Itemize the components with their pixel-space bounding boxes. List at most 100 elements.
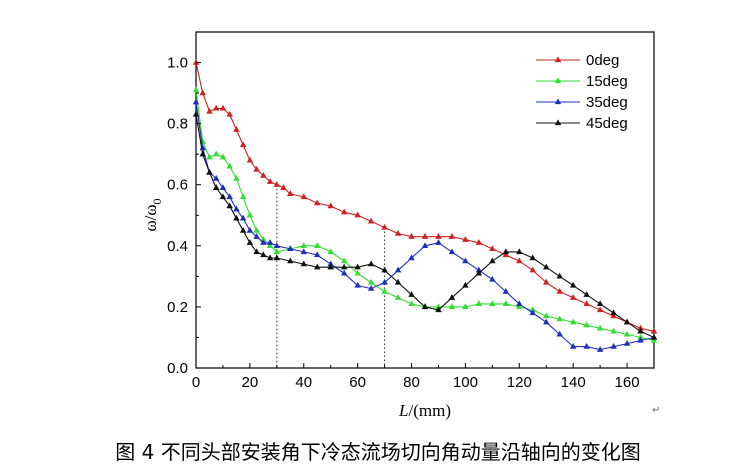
data-point-0deg <box>475 239 483 245</box>
data-point-0deg <box>212 104 220 111</box>
y-tick-label: 0.0 <box>167 360 188 377</box>
data-point-45deg <box>354 263 361 270</box>
data-point-45deg <box>421 303 429 310</box>
legend-label-45deg: 45deg <box>586 115 628 132</box>
data-point-15deg <box>192 86 200 93</box>
data-point-35deg <box>313 251 321 258</box>
x-tick-label: 60 <box>349 374 366 391</box>
data-point-45deg <box>596 300 604 307</box>
data-point-15deg <box>226 162 233 169</box>
data-point-35deg <box>421 242 429 248</box>
data-point-35deg <box>273 242 281 248</box>
legend-marker-0deg <box>554 56 562 63</box>
data-point-0deg <box>421 233 429 239</box>
data-point-15deg <box>569 318 577 325</box>
x-tick-label: 120 <box>507 374 532 391</box>
data-point-15deg <box>462 303 469 310</box>
data-point-45deg <box>475 269 483 276</box>
data-point-0deg <box>300 193 308 200</box>
data-point-35deg <box>233 205 240 212</box>
data-point-45deg <box>367 260 375 267</box>
data-point-35deg <box>367 284 375 291</box>
x-tick-label: 40 <box>295 374 312 391</box>
data-point-0deg <box>226 110 233 117</box>
data-point-45deg <box>435 306 442 313</box>
data-point-0deg <box>219 104 227 111</box>
data-point-0deg <box>233 126 240 132</box>
data-point-15deg <box>542 312 550 319</box>
plot-border <box>195 31 655 369</box>
data-point-0deg <box>408 233 415 239</box>
data-point-0deg <box>199 89 206 96</box>
data-point-0deg <box>610 312 617 319</box>
legend-marker-35deg <box>554 98 562 105</box>
data-point-35deg <box>623 339 631 346</box>
data-point-15deg <box>246 211 254 218</box>
data-point-45deg <box>569 281 577 288</box>
data-point-0deg <box>253 165 260 172</box>
data-point-15deg <box>354 269 361 276</box>
data-point-15deg <box>381 288 388 294</box>
data-point-35deg <box>516 300 523 307</box>
data-point-45deg <box>462 281 469 288</box>
data-point-15deg <box>556 315 563 322</box>
data-point-15deg <box>650 336 658 343</box>
data-point-0deg <box>448 233 456 239</box>
series-35deg <box>192 98 658 352</box>
data-point-45deg <box>502 248 510 255</box>
legend: 0deg 15deg 35deg 45deg <box>536 52 628 132</box>
series-45deg <box>192 110 658 340</box>
data-point-0deg <box>340 208 348 215</box>
series-0deg <box>192 58 658 334</box>
data-point-35deg <box>556 330 563 337</box>
data-point-35deg <box>475 266 483 273</box>
data-point-45deg <box>246 239 254 245</box>
data-point-35deg <box>199 144 206 151</box>
x-tick-label: 20 <box>242 374 259 391</box>
data-point-15deg <box>367 278 375 285</box>
data-point-35deg <box>219 184 227 190</box>
data-point-15deg <box>394 294 402 300</box>
data-point-15deg <box>266 242 274 248</box>
data-point-35deg <box>569 343 577 349</box>
data-point-15deg <box>448 303 456 310</box>
data-point-15deg <box>273 248 281 255</box>
data-point-45deg <box>192 110 200 117</box>
data-point-0deg <box>239 141 247 148</box>
data-point-35deg <box>462 257 469 264</box>
data-point-35deg <box>529 309 537 316</box>
data-point-45deg <box>394 278 402 285</box>
data-point-35deg <box>408 254 415 261</box>
data-point-45deg <box>199 150 206 157</box>
data-point-0deg <box>246 156 254 163</box>
data-point-35deg <box>327 260 334 267</box>
data-point-15deg <box>206 153 213 160</box>
data-point-45deg <box>381 266 388 273</box>
data-point-0deg <box>489 245 496 252</box>
data-point-35deg <box>394 266 402 273</box>
legend-marker-45deg <box>554 119 562 126</box>
data-point-15deg <box>516 303 523 310</box>
data-point-35deg <box>354 281 361 288</box>
data-point-0deg <box>394 230 402 236</box>
data-point-0deg <box>367 217 375 224</box>
data-point-15deg <box>583 321 590 328</box>
data-point-15deg <box>623 330 631 337</box>
data-point-0deg <box>650 327 658 334</box>
x-tick-label: 140 <box>561 374 586 391</box>
plot-frame <box>195 31 655 369</box>
y-tick-label: 1.0 <box>167 55 188 72</box>
x-tick-label: 100 <box>453 374 478 391</box>
data-point-0deg <box>287 190 294 197</box>
data-point-15deg <box>327 248 334 255</box>
figure-caption: 图 4 不同头部安装角下冷态流场切向角动量沿轴向的变化图 <box>115 440 641 464</box>
data-point-15deg <box>637 333 644 340</box>
data-point-45deg <box>340 263 348 270</box>
data-point-35deg <box>266 239 274 245</box>
data-point-0deg <box>637 324 644 331</box>
data-point-45deg <box>556 272 563 279</box>
data-point-45deg <box>206 168 213 175</box>
data-point-15deg <box>408 300 415 307</box>
data-point-35deg <box>226 193 233 200</box>
legend-label-0deg: 0deg <box>586 52 619 69</box>
